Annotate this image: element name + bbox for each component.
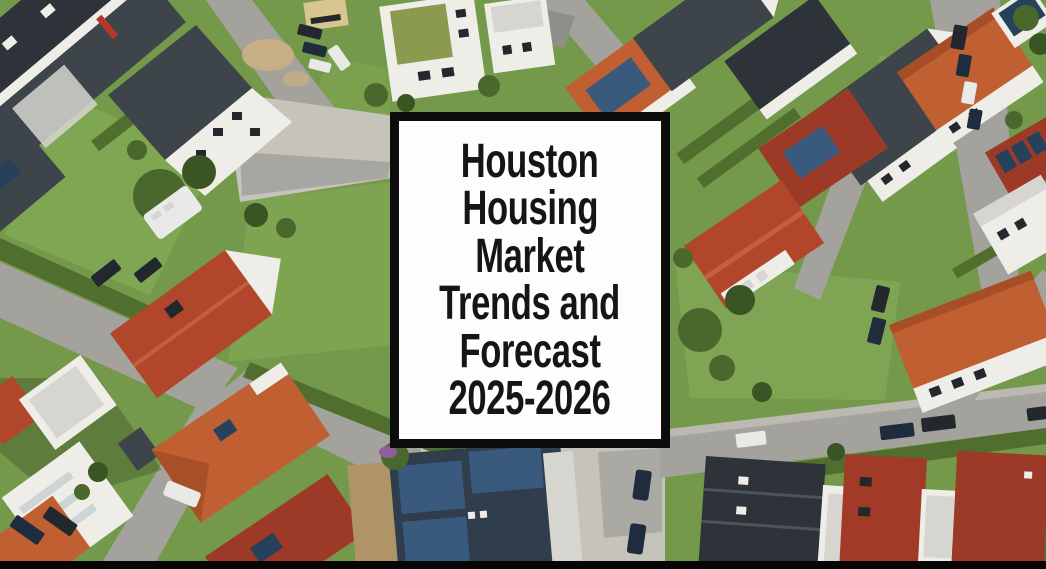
title-line-1: Houston [461,134,599,188]
title-line-6: 2025-2026 [448,372,612,425]
house-left-edge [0,132,66,245]
vehicles-layer [9,23,1046,555]
title-line-5: Forecast [459,324,601,378]
houses-bottom-right [697,450,1046,569]
title-line-2: Housing [462,182,598,235]
house-red-bottom [204,474,367,569]
house-navy-solar [347,439,583,569]
title-line-3: Market [475,229,585,283]
title-line-4: Trends and [439,277,621,330]
house-cube-green-roof [379,0,487,102]
house-red-solar [758,88,888,209]
trees-layer [74,5,1046,500]
title-card: Houston Housing Market Trends and Foreca… [390,112,670,448]
houses-top-right-row [632,0,858,120]
house-orange-rightmid [888,270,1046,413]
letterbox-bar [0,561,1046,569]
house-red-left [110,249,281,399]
camper-van [143,185,202,239]
